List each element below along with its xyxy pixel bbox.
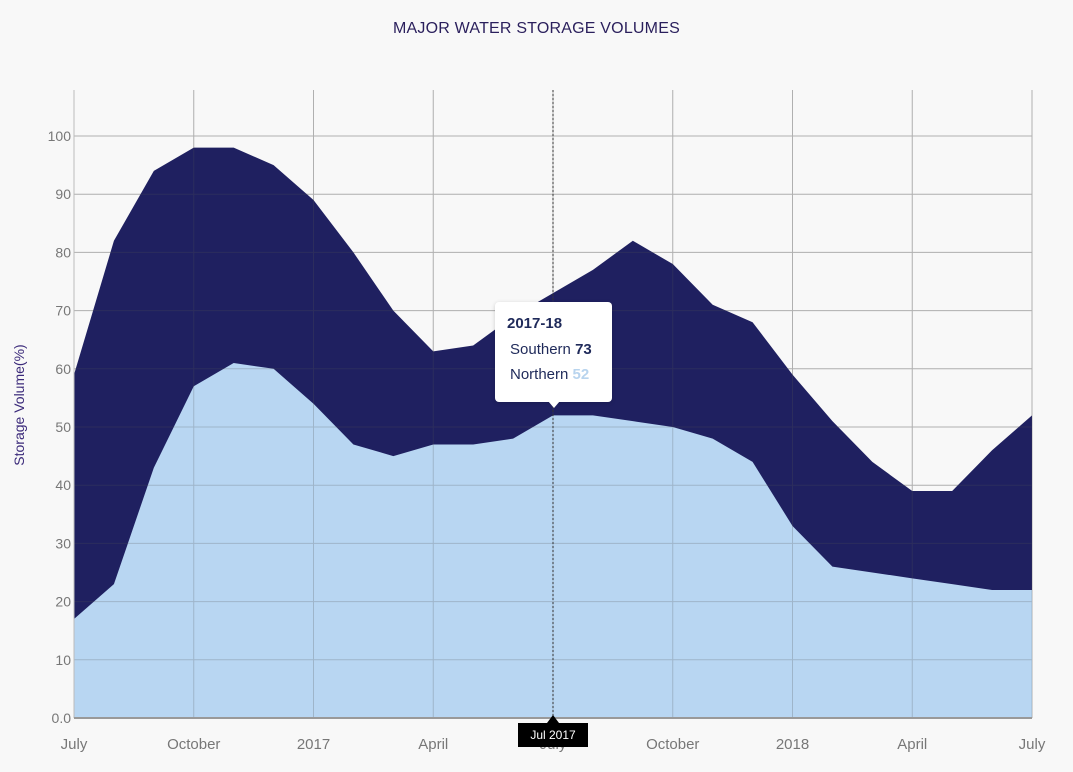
tooltip-row-northern: Northern 52 <box>510 366 600 383</box>
tooltip-title: 2017-18 <box>507 315 563 332</box>
x-tick-label: July <box>1019 736 1046 753</box>
area-northern[interactable] <box>74 362 1032 718</box>
y-tick-label: 0.0 <box>52 710 72 726</box>
y-tick-label: 100 <box>48 128 72 144</box>
y-tick-label: 60 <box>55 361 71 377</box>
crosshair-x-label: Jul 2017 <box>518 723 588 747</box>
y-tick-label: 50 <box>55 419 71 435</box>
x-tick-label: 2017 <box>297 736 330 753</box>
area-series <box>73 90 1033 719</box>
tooltip-label-southern: Southern <box>510 341 571 358</box>
y-tick-label: 80 <box>55 244 71 260</box>
x-tick-label: April <box>418 736 448 753</box>
tooltip-value-southern: 73 <box>575 341 592 358</box>
y-axis-ticks: 0.0 10 20 30 40 50 60 70 80 90 100 <box>48 128 72 726</box>
y-tick-label: 20 <box>55 594 71 610</box>
y-tick-label: 10 <box>55 652 71 668</box>
tooltip-value-northern: 52 <box>572 366 590 383</box>
x-tick-label: 2018 <box>776 736 809 753</box>
tooltip: 2017-18 Southern 73 Northern 52 <box>495 302 612 402</box>
tooltip-row-southern: Southern 73 <box>510 341 600 358</box>
crosshair-label-pointer <box>547 715 559 723</box>
y-tick-label: 90 <box>55 186 71 202</box>
tooltip-pointer <box>548 401 560 408</box>
chart-title: MAJOR WATER STORAGE VOLUMES <box>393 20 680 37</box>
x-tick-label: October <box>646 736 699 753</box>
tooltip-label-northern: Northern <box>510 366 569 383</box>
y-tick-label: 70 <box>55 303 71 319</box>
x-tick-label: October <box>167 736 220 753</box>
y-tick-label: 30 <box>55 535 71 551</box>
y-tick-label: 40 <box>55 477 71 493</box>
x-tick-label: July <box>61 736 88 753</box>
x-tick-label: April <box>897 736 927 753</box>
